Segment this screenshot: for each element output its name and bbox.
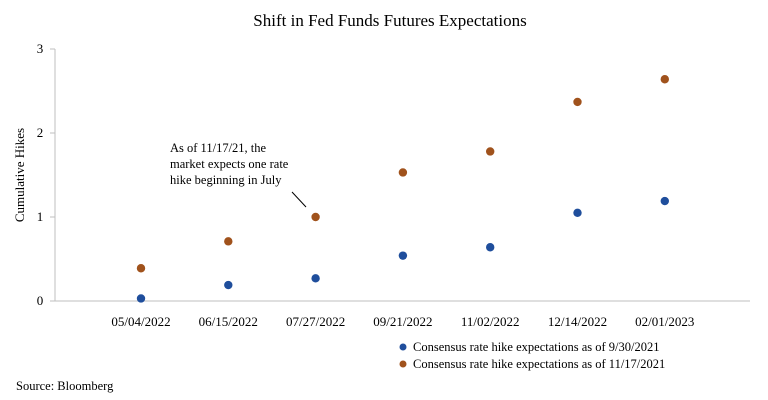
data-point-series-1 [573, 208, 582, 217]
x-tick-label: 06/15/2022 [199, 314, 258, 329]
x-tick-label: 12/14/2022 [548, 314, 607, 329]
data-point-series-1 [224, 280, 233, 290]
data-point-series-2 [311, 212, 320, 222]
source-note: Source: Bloomberg [16, 379, 114, 393]
data-point-series-2 [573, 97, 582, 107]
x-tick-label: 02/01/2023 [635, 314, 694, 329]
x-ticks: 05/04/2022 06/15/2022 07/27/2022 09/21/2022… [111, 314, 694, 329]
annotation-line-3: hike beginning in July [170, 173, 282, 187]
data-point-series-1 [311, 274, 320, 283]
y-tick-label: 3 [37, 41, 44, 56]
legend-marker-series-2 [399, 360, 407, 368]
data-point-series-2 [398, 168, 408, 177]
x-tick-label: 09/21/2022 [373, 314, 432, 329]
x-tick-label: 05/04/2022 [111, 314, 170, 329]
annotation: As of 11/17/21, the market expects one r… [170, 141, 307, 208]
data-point-series-2 [136, 264, 146, 273]
annotation-pointer-line [291, 191, 307, 208]
data-point-series-2 [660, 75, 669, 84]
y-ticks: 0 1 2 3 [37, 41, 55, 308]
y-axis-label: Cumulative Hikes [12, 128, 27, 222]
annotation-line-1: As of 11/17/21, the [170, 141, 267, 155]
x-tick-label: 07/27/2022 [286, 314, 345, 329]
y-tick-label: 2 [37, 125, 44, 140]
data-point-series-1 [486, 243, 495, 252]
legend: Consensus rate hike expectations as of 9… [399, 340, 665, 371]
data-point-series-1 [136, 294, 146, 303]
annotation-line-2: market expects one rate [170, 157, 289, 171]
data-point-series-1 [660, 196, 669, 206]
y-tick-label: 0 [37, 293, 44, 308]
data-point-series-1 [398, 251, 408, 260]
legend-label-series-2: Consensus rate hike expectations as of 1… [413, 357, 665, 371]
y-tick-label: 1 [37, 209, 44, 224]
data-points [136, 75, 669, 303]
data-point-series-2 [224, 237, 233, 246]
data-point-series-2 [486, 147, 495, 156]
legend-marker-series-1 [399, 343, 407, 351]
x-tick-label: 11/02/2022 [461, 314, 520, 329]
chart-title: Shift in Fed Funds Futures Expectations [253, 11, 526, 30]
legend-label-series-1: Consensus rate hike expectations as of 9… [413, 340, 659, 354]
